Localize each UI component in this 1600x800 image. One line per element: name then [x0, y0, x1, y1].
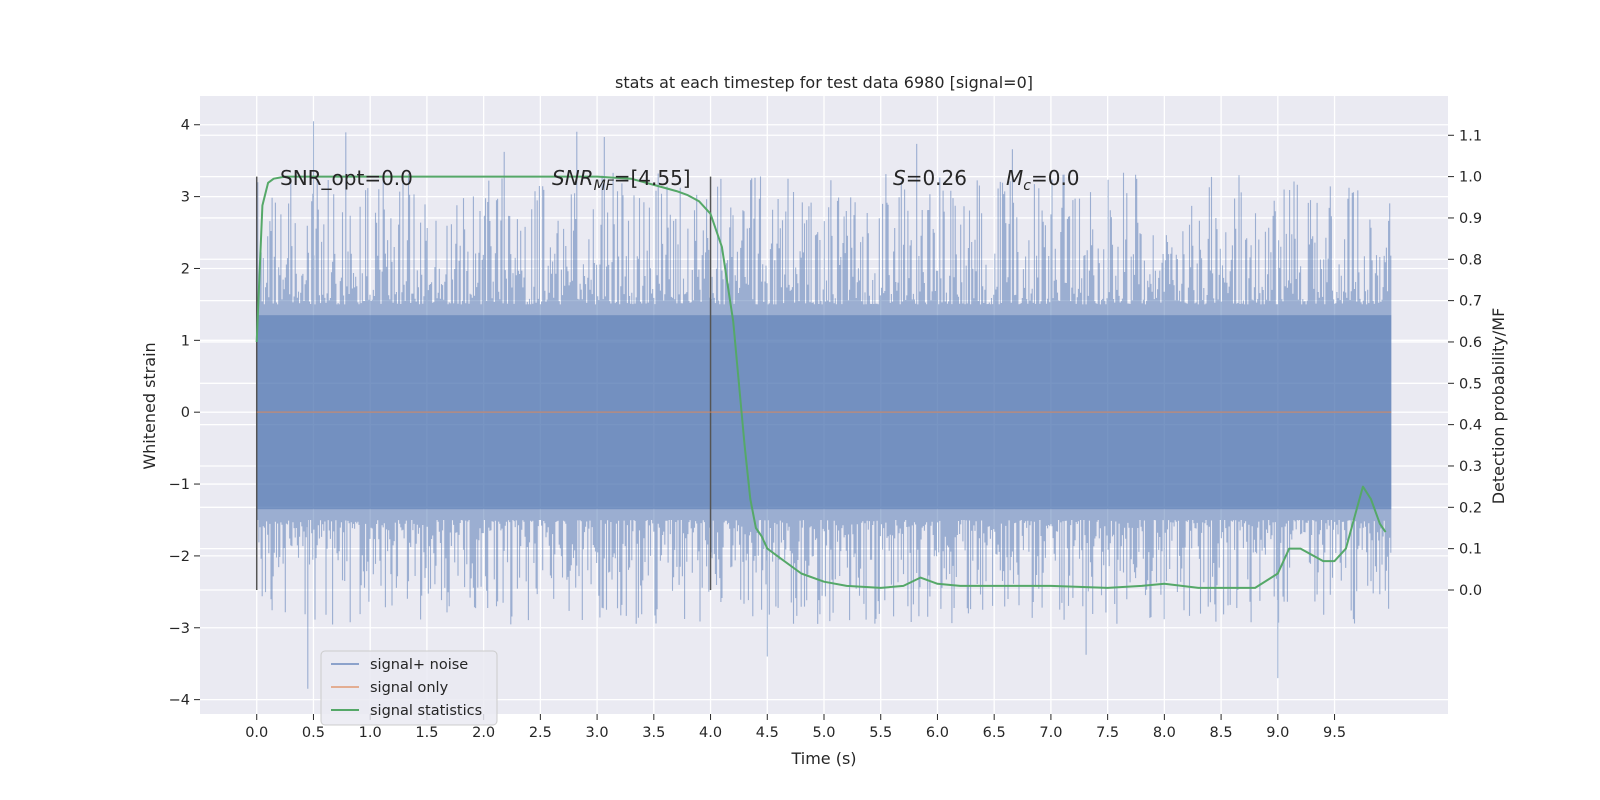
- tick-label-x-3: 1.5: [415, 725, 438, 741]
- annotations: SNR_opt=0.0 SNRMF=[4.55] S=0.26 Mc=0.0: [280, 166, 1080, 194]
- tick-label-x-5: 2.5: [529, 725, 552, 741]
- annotation-s-var: S: [893, 166, 906, 190]
- legend: signal+ noise signal only signal statist…: [320, 650, 498, 726]
- tick-label-y-left-3: 1: [181, 333, 190, 349]
- tick-label-y-right-4: 0.7: [1459, 294, 1482, 310]
- tick-label-y-right-10: 0.1: [1459, 542, 1482, 558]
- tick-label-x-14: 7.0: [1039, 725, 1062, 741]
- y-axis-label-right: Detection probability/MF: [1489, 308, 1508, 505]
- tick-label-x-1: 0.5: [302, 725, 325, 741]
- legend-label-signal-statistics: signal statistics: [370, 703, 482, 719]
- tick-label-y-right-3: 0.8: [1459, 252, 1482, 268]
- tick-label-y-right-5: 0.6: [1459, 335, 1482, 351]
- tick-label-x-7: 3.5: [642, 725, 665, 741]
- tick-label-x-11: 5.5: [869, 725, 892, 741]
- tick-label-y-right-1: 1.0: [1459, 170, 1482, 186]
- tick-label-x-18: 9.0: [1266, 725, 1289, 741]
- annotation-snr-mf-base: SNR: [552, 166, 594, 190]
- tick-label-y-left-7: −3: [169, 621, 190, 637]
- annotation-mc: Mc=0.0: [1006, 166, 1080, 194]
- tick-label-y-left-1: 3: [181, 190, 190, 206]
- annotation-mc-value: =0.0: [1031, 166, 1080, 190]
- tick-label-x-10: 5.0: [812, 725, 835, 741]
- legend-label-signal-plus-noise: signal+ noise: [370, 657, 468, 673]
- tick-label-x-15: 7.5: [1096, 725, 1119, 741]
- tick-label-x-16: 8.0: [1153, 725, 1176, 741]
- tick-label-x-17: 8.5: [1210, 725, 1233, 741]
- tick-label-y-right-7: 0.4: [1459, 418, 1482, 434]
- chart-title: stats at each timestep for test data 698…: [615, 73, 1033, 92]
- tick-label-y-right-0: 1.1: [1459, 128, 1482, 144]
- tick-label-y-left-6: −2: [169, 549, 190, 565]
- legend-frame: [320, 650, 498, 726]
- tick-label-x-2: 1.0: [359, 725, 382, 741]
- tick-label-x-4: 2.0: [472, 725, 495, 741]
- tick-label-y-right-2: 0.9: [1459, 211, 1482, 227]
- series-lines: [255, 175, 1392, 589]
- tick-label-x-8: 4.0: [699, 725, 722, 741]
- y-axis-label-left: Whitened strain: [140, 342, 159, 469]
- annotation-mc-sub: c: [1023, 178, 1031, 194]
- x-axis-label: Time (s): [790, 749, 856, 768]
- tick-label-y-left-4: 0: [181, 405, 190, 421]
- tick-label-y-right-6: 0.5: [1459, 376, 1482, 392]
- annotation-snr-mf-sub: MF: [594, 178, 615, 194]
- annotation-snr-opt: SNR_opt=0.0: [280, 166, 413, 190]
- annotation-mc-var: M: [1006, 166, 1023, 190]
- tick-label-x-6: 3.0: [586, 725, 609, 741]
- tick-label-y-left-0: 4: [181, 118, 190, 134]
- tick-label-y-right-8: 0.3: [1459, 459, 1482, 475]
- line-signal-statistics: [255, 175, 1387, 589]
- tick-label-y-left-5: −1: [169, 477, 190, 493]
- tick-label-x-9: 4.5: [756, 725, 779, 741]
- tick-label-y-right-9: 0.2: [1459, 500, 1482, 516]
- tick-labels: 4 3 2 1 0 −1 −2 −3 −4 1.1 1.0 0.9 0.8 0.7 0.6 0.5 0.4 0.3…: [169, 118, 1482, 741]
- tick-label-x-12: 6.0: [926, 725, 949, 741]
- annotation-s-value: =0.26: [906, 166, 967, 190]
- tick-label-x-13: 6.5: [983, 725, 1006, 741]
- tick-label-y-left-2: 2: [181, 261, 190, 277]
- annotation-s: S=0.26: [893, 166, 967, 190]
- tick-label-x-19: 9.5: [1323, 725, 1346, 741]
- annotation-snr-mf-value: =[4.55]: [614, 166, 691, 190]
- legend-label-signal-only: signal only: [370, 680, 449, 696]
- annotation-snr-mf: SNRMF=[4.55]: [552, 166, 691, 194]
- vertical-markers: [255, 176, 712, 590]
- tick-label-y-right-11: 0.0: [1459, 583, 1482, 599]
- tick-label-x-0: 0.0: [245, 725, 268, 741]
- tick-label-y-left-8: −4: [169, 693, 190, 709]
